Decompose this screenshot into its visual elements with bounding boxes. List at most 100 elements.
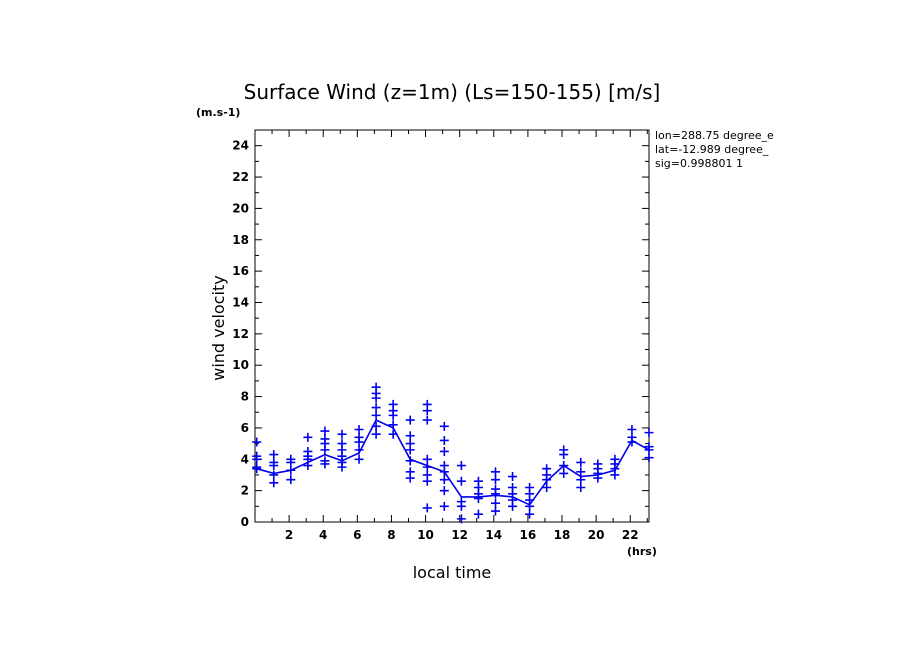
y-tick-label: 24	[232, 139, 249, 153]
y-tick-label: 16	[232, 264, 249, 278]
sample-point	[337, 439, 347, 449]
sample-point	[303, 446, 313, 456]
sample-point	[252, 451, 262, 461]
sample-point	[576, 457, 586, 467]
sample-point	[320, 434, 330, 444]
sample-point	[320, 456, 330, 466]
y-axis-unit: (m.s-1)	[196, 106, 240, 119]
y-tick-label: 4	[241, 452, 249, 466]
y-tick-label: 14	[232, 295, 249, 309]
x-tick-label: 16	[520, 528, 537, 542]
sample-point	[490, 506, 500, 516]
x-tick-label: 6	[353, 528, 361, 542]
sample-point	[456, 497, 466, 507]
sample-point	[354, 424, 364, 434]
sample-point	[303, 432, 313, 442]
sample-point	[422, 399, 432, 409]
sample-point	[405, 439, 415, 449]
plot-frame	[254, 129, 650, 523]
x-tick-label: 18	[554, 528, 571, 542]
sample-point	[252, 437, 262, 447]
sample-point	[490, 484, 500, 494]
sample-point	[388, 399, 398, 409]
sample-point	[559, 445, 569, 455]
sample-point	[439, 475, 449, 485]
sample-point	[644, 428, 654, 438]
sample-point	[269, 450, 279, 460]
sample-point	[456, 476, 466, 486]
sample-point	[576, 483, 586, 493]
sample-point	[525, 509, 535, 519]
sample-point	[508, 472, 518, 482]
sample-point	[405, 431, 415, 441]
sample-point	[354, 445, 364, 455]
sample-point	[422, 503, 432, 513]
x-tick-label: 4	[319, 528, 327, 542]
sample-point	[576, 475, 586, 485]
sample-point	[422, 454, 432, 464]
sample-point	[337, 429, 347, 439]
y-tick-label: 20	[232, 201, 249, 215]
sample-point	[610, 454, 620, 464]
sample-point	[490, 498, 500, 508]
sample-point	[371, 429, 381, 439]
x-tick-label: 14	[485, 528, 502, 542]
y-tick-label: 6	[241, 421, 249, 435]
info-sig: sig=0.998801 1	[655, 157, 743, 170]
x-axis-label: local time	[413, 563, 492, 582]
sample-point	[422, 415, 432, 425]
sample-point	[354, 454, 364, 464]
sample-point	[439, 461, 449, 471]
sample-point	[508, 483, 518, 493]
sample-point	[269, 470, 279, 480]
sample-point	[473, 476, 483, 486]
y-tick-label: 8	[241, 390, 249, 404]
sample-point	[525, 483, 535, 493]
sample-point	[439, 435, 449, 445]
sample-point	[627, 424, 637, 434]
sample-point	[644, 442, 654, 452]
y-tick-label: 18	[232, 233, 249, 247]
y-tick-label: 0	[241, 515, 249, 529]
x-tick-label: 12	[451, 528, 468, 542]
chart-title: Surface Wind (z=1m) (Ls=150-155) [m/s]	[244, 80, 661, 104]
sample-point	[473, 509, 483, 519]
sample-point	[576, 467, 586, 477]
sample-point	[559, 461, 569, 471]
x-axis-unit: (hrs)	[627, 545, 657, 558]
y-tick-label: 10	[232, 358, 249, 372]
y-tick-label: 2	[241, 484, 249, 498]
sample-point	[286, 465, 296, 475]
mean-series-line	[256, 419, 650, 506]
y-axis-label: wind velocity	[209, 275, 228, 380]
sample-point	[439, 421, 449, 431]
x-tick-label: 8	[387, 528, 395, 542]
x-tick-label: 2	[285, 528, 293, 542]
sample-point	[269, 478, 279, 488]
sample-point	[354, 432, 364, 442]
sample-point	[422, 470, 432, 480]
sample-point	[286, 454, 296, 464]
sample-point	[388, 420, 398, 430]
y-tick-label: 22	[232, 170, 249, 184]
info-lon: lon=288.75 degree_e	[655, 129, 774, 142]
sample-point	[371, 410, 381, 420]
sample-point	[320, 426, 330, 436]
sample-point	[252, 462, 262, 472]
sample-point	[405, 456, 415, 466]
x-tick-label: 10	[417, 528, 434, 542]
sample-point	[286, 475, 296, 485]
sample-point	[405, 415, 415, 425]
sample-point	[371, 382, 381, 392]
sample-point	[627, 432, 637, 442]
sample-point	[388, 429, 398, 439]
info-lat: lat=-12.989 degree_	[655, 143, 769, 156]
sample-point	[405, 467, 415, 477]
sample-point	[269, 457, 279, 467]
sample-point	[371, 421, 381, 431]
y-tick-label: 12	[232, 327, 249, 341]
sample-point	[439, 446, 449, 456]
sample-point	[439, 486, 449, 496]
sample-point	[456, 514, 466, 524]
